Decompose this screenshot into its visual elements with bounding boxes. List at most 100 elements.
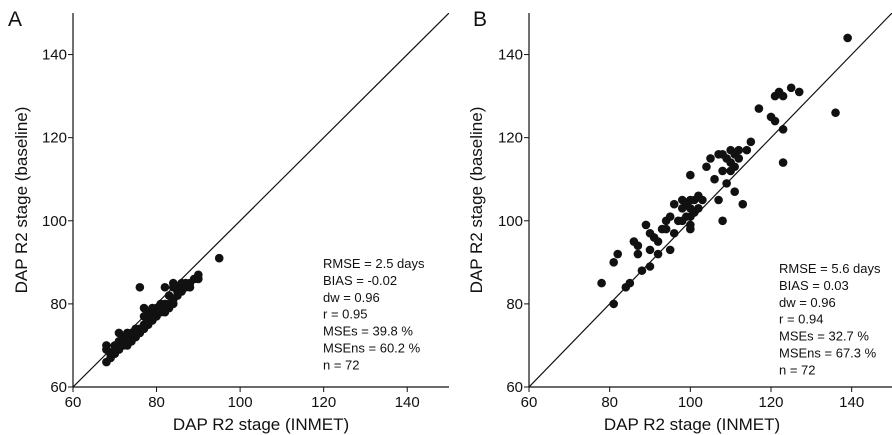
data-point	[106, 349, 115, 359]
data-point	[160, 282, 170, 292]
data-point	[831, 108, 840, 118]
data-point	[131, 324, 140, 334]
data-point	[770, 116, 780, 126]
stats-line: MSEs = 39.8 %	[323, 324, 413, 339]
data-point	[669, 199, 679, 209]
x-tick-label: 120	[758, 394, 783, 411]
panel-b: 60 80 100 120 140 60 80 100 120 140 DAP R2 stage (…	[467, 8, 892, 434]
stats-line: r = 0.94	[779, 312, 823, 327]
data-point	[669, 228, 679, 238]
stats-line: n = 72	[779, 362, 816, 377]
y-tick-label: 60	[50, 379, 67, 396]
x-tick-label: 80	[148, 394, 165, 411]
data-point	[778, 91, 788, 101]
x-tick-label: 100	[228, 394, 253, 411]
panel-a: 60 80 100 120 140 60 80 100 120 140 DAP R2 stage (…	[8, 8, 449, 434]
data-point	[718, 216, 727, 226]
y-tick-label: 120	[42, 130, 67, 147]
one-to-one-line	[529, 13, 892, 387]
y-tick-label: 100	[42, 213, 67, 230]
data-point	[843, 33, 852, 43]
y-tick-label: 140	[42, 47, 67, 64]
data-point	[661, 224, 671, 234]
stats-line: RMSE = 5.6 days	[779, 261, 881, 276]
data-point	[706, 154, 715, 163]
data-point	[694, 204, 703, 213]
data-point	[686, 170, 695, 180]
data-point	[609, 258, 618, 267]
stats-line: n = 72	[323, 357, 360, 372]
data-point	[786, 83, 796, 93]
data-point	[148, 303, 157, 313]
data-point	[633, 249, 643, 259]
data-point	[625, 278, 635, 288]
data-point	[168, 278, 178, 288]
data-point	[742, 145, 752, 155]
data-point	[665, 212, 675, 221]
stats-line: MSEns = 60.2 %	[323, 341, 421, 356]
data-point	[609, 299, 618, 309]
x-tick-label: 60	[521, 394, 538, 411]
y-tick-label: 140	[498, 47, 523, 64]
data-point	[702, 162, 711, 172]
y-tick-label: 80	[506, 296, 523, 313]
panel-letter: B	[473, 8, 487, 31]
data-point	[597, 278, 606, 288]
data-point	[714, 195, 723, 205]
y-axis-title: DAP R2 stage (baseline)	[467, 107, 486, 294]
panel-letter: A	[8, 8, 22, 31]
x-tick-label: 80	[601, 394, 618, 411]
x-axis-title: DAP R2 stage (INMET)	[173, 415, 349, 434]
stats-line: BIAS = -0.02	[323, 273, 397, 288]
data-point	[194, 270, 203, 280]
x-tick-label: 120	[311, 394, 336, 411]
data-point	[730, 187, 739, 196]
data-point	[135, 282, 145, 292]
data-point	[613, 249, 623, 259]
data-point	[698, 195, 707, 205]
data-point	[722, 179, 731, 188]
data-point	[734, 154, 744, 163]
data-point	[710, 174, 719, 184]
stats-line: RMSE = 2.5 days	[323, 256, 425, 271]
stats-line: BIAS = 0.03	[779, 278, 849, 293]
y-tick-label: 60	[506, 379, 523, 396]
x-axis-title: DAP R2 stage (INMET)	[604, 415, 780, 434]
data-point	[718, 166, 727, 176]
data-point	[653, 237, 663, 246]
stats-line: r = 0.95	[323, 307, 367, 322]
data-point	[653, 249, 663, 259]
data-point	[794, 87, 804, 97]
y-tick-label: 120	[498, 130, 523, 147]
data-point	[754, 104, 764, 113]
data-point	[730, 162, 739, 172]
data-point	[645, 262, 655, 271]
data-point	[665, 245, 675, 255]
data-point	[778, 158, 788, 167]
data-point	[738, 199, 748, 209]
x-tick-label: 100	[678, 394, 703, 411]
stats-line: dw = 0.96	[779, 295, 836, 310]
data-point	[637, 266, 647, 275]
data-point	[778, 125, 788, 134]
data-point	[645, 245, 655, 255]
x-tick-label: 60	[65, 394, 82, 411]
data-point	[214, 253, 224, 263]
data-point	[641, 220, 651, 230]
data-point	[633, 241, 643, 251]
x-tick-label: 140	[839, 394, 864, 411]
stats-line: MSEs = 32.7 %	[779, 329, 869, 344]
data-point	[123, 336, 132, 346]
x-tick-label: 140	[395, 394, 420, 411]
stats-line: dw = 0.96	[323, 290, 380, 305]
y-tick-label: 100	[498, 213, 523, 230]
data-point	[734, 145, 744, 155]
y-tick-label: 80	[50, 296, 67, 313]
data-point	[746, 137, 756, 147]
data-point	[102, 341, 111, 350]
data-point	[156, 299, 166, 309]
y-axis-title: DAP R2 stage (baseline)	[12, 107, 31, 294]
data-point	[686, 220, 695, 230]
stats-line: MSEns = 67.3 %	[779, 346, 877, 361]
